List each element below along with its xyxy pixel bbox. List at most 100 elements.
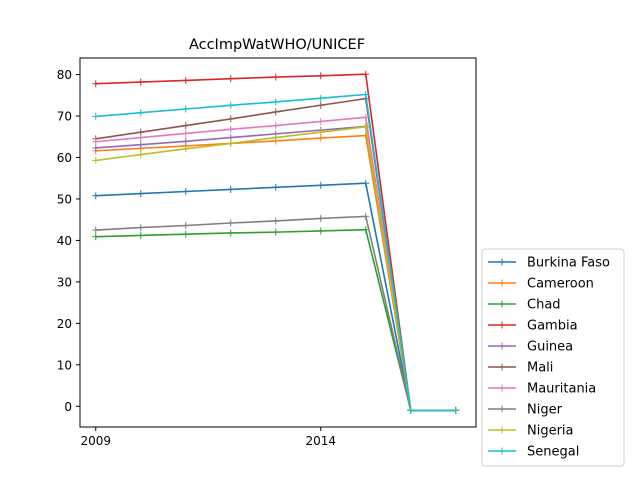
data-point [227,185,235,193]
x-tick-label: 2009 [80,434,111,448]
data-point [317,72,325,80]
data-point [407,406,415,414]
data-point [92,233,100,241]
series-niger [92,212,460,414]
data-point [227,101,235,109]
data-point [317,181,325,189]
data-point [182,129,190,137]
data-point [272,217,280,225]
data-point [317,94,325,102]
data-point [317,101,325,109]
data-point [137,109,145,117]
legend-item: Mauritania [488,382,596,397]
data-point [92,138,100,146]
data-point [92,144,100,152]
legend-item: Chad [488,298,561,313]
series-chad [92,226,460,414]
y-tick-label: 70 [57,110,72,124]
data-point [227,139,235,147]
y-tick-label: 10 [57,358,72,372]
plot-area [92,70,460,414]
legend-label: Cameroon [527,277,594,292]
data-point [227,125,235,133]
data-point [92,80,100,88]
plot-frame [79,57,477,428]
data-point [182,222,190,230]
data-point [137,190,145,198]
data-point [227,229,235,237]
legend-label: Mauritania [527,382,596,397]
legend-item: Burkina Faso [488,256,610,271]
y-tick-label: 50 [57,192,72,206]
data-point [452,406,460,414]
data-point [137,134,145,142]
data-point [362,212,370,220]
legend-label: Burkina Faso [527,256,610,271]
y-tick-label: 60 [57,151,72,165]
data-point [317,117,325,125]
legend-label: Gambia [527,319,578,334]
data-point [272,122,280,130]
series-nigeria [92,123,460,414]
data-point [317,128,325,136]
legend-label: Senegal [527,445,579,460]
data-point [362,90,370,98]
legend-item: Gambia [488,319,578,334]
data-point [137,141,145,149]
data-point [227,75,235,83]
data-point [317,214,325,222]
series-line [95,215,456,412]
data-point [272,108,280,116]
data-point [92,192,100,200]
data-point [137,224,145,232]
chart-title: AccImpWatWHO/UNICEF [189,37,365,53]
data-point [317,227,325,235]
x-tick-label: 2014 [305,434,336,448]
legend-item: Nigeria [488,424,574,439]
legend: Burkina Faso Cameroon Chad Gambia Guinea Mali… [481,248,625,467]
legend-label: Mali [527,361,553,376]
data-point [182,188,190,196]
legend-label: Chad [527,298,561,313]
data-point [362,70,370,78]
legend-item: Guinea [488,340,573,355]
data-point [227,115,235,123]
data-point [137,231,145,239]
series-line [95,228,456,412]
data-point [137,78,145,86]
data-point [362,179,370,187]
data-point [137,151,145,159]
y-tick-label: 80 [57,68,72,82]
data-point [182,137,190,145]
data-point [272,98,280,106]
data-point [92,112,100,120]
legend-label: Guinea [527,340,573,355]
legend-item: Cameroon [488,277,594,292]
y-tick-label: 30 [57,275,72,289]
legend-box [481,248,625,467]
data-point [182,122,190,130]
legend-label: Niger [527,403,563,418]
y-tick-label: 0 [64,400,72,414]
legend-item: Mali [488,361,553,376]
legend-item: Senegal [488,445,579,460]
data-point [362,123,370,131]
legend-label: Nigeria [527,424,574,439]
data-point [92,156,100,164]
data-point [272,73,280,81]
axes: 0 10 20 30 40 50 60 70 80 2009 2014 [57,57,477,448]
data-point [227,219,235,227]
data-point [272,228,280,236]
data-point [92,226,100,234]
data-point [182,105,190,113]
data-point [362,113,370,121]
data-point [182,145,190,153]
y-tick-label: 20 [57,317,72,331]
data-point [182,76,190,84]
data-point [182,230,190,238]
y-tick-label: 40 [57,234,72,248]
data-point [272,134,280,142]
legend-item: Niger [488,403,563,418]
